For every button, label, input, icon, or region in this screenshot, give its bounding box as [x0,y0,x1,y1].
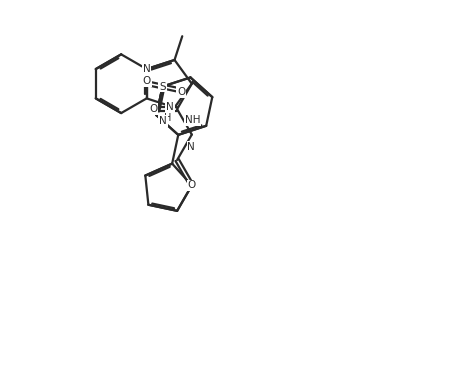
Text: NH: NH [185,115,201,125]
Text: N: N [187,142,195,152]
Text: N: N [159,116,167,126]
Text: N: N [166,102,174,112]
Text: S: S [159,81,166,92]
Text: H: H [164,113,171,123]
Text: O: O [150,104,158,114]
Text: N: N [143,64,151,74]
Text: O: O [188,180,196,191]
Text: O: O [143,76,151,86]
Text: O: O [177,87,185,97]
